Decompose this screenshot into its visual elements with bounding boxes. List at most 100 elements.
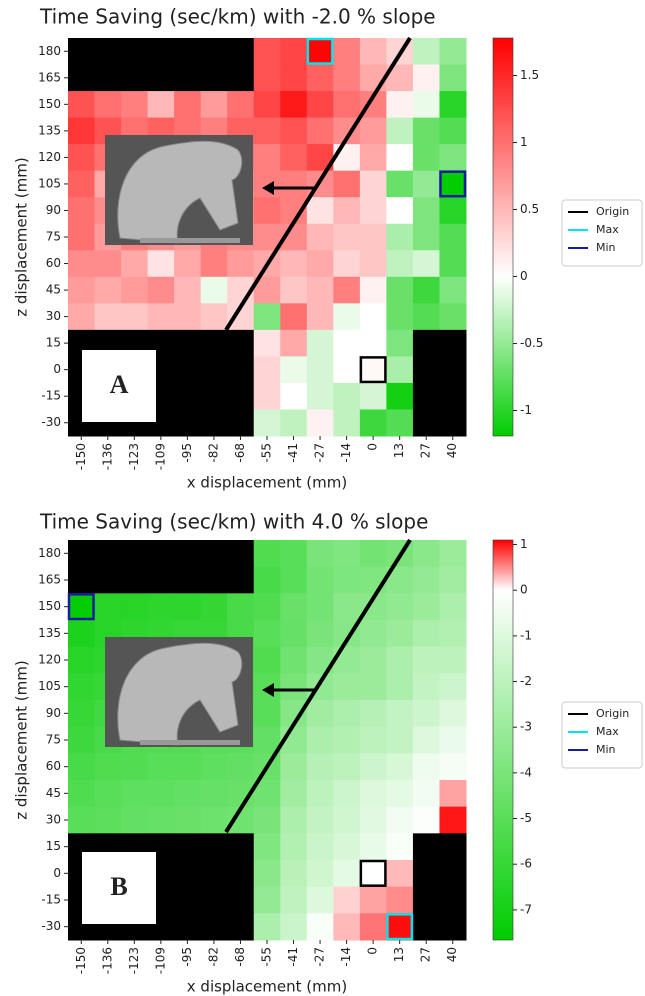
masked-cell xyxy=(439,886,467,914)
heat-cell xyxy=(306,409,334,437)
masked-cell xyxy=(174,64,202,92)
heat-cell xyxy=(439,646,467,674)
heat-cell xyxy=(280,170,308,198)
legend-label: Min xyxy=(596,743,616,756)
y-tick-label: 180 xyxy=(38,546,61,560)
heat-cell xyxy=(412,806,440,834)
heat-cell xyxy=(359,540,387,568)
masked-cell xyxy=(68,38,96,66)
x-tick-label: 27 xyxy=(419,947,433,962)
colorbar-tick-label: 0 xyxy=(520,269,528,283)
heat-cell xyxy=(174,806,202,834)
heat-cell xyxy=(121,250,149,278)
heat-cell xyxy=(439,726,467,754)
legend-label: Origin xyxy=(596,205,629,218)
heat-cell xyxy=(386,620,414,648)
heat-cell xyxy=(359,780,387,808)
masked-cell xyxy=(174,913,202,941)
heat-cell xyxy=(333,170,361,198)
heat-cell xyxy=(412,620,440,648)
y-tick-label: 105 xyxy=(38,679,61,693)
heat-cell xyxy=(439,780,467,808)
x-tick-label: -68 xyxy=(233,443,247,463)
x-tick-label: -150 xyxy=(74,947,88,974)
heat-cell xyxy=(359,329,387,357)
heat-cell xyxy=(200,91,228,119)
masked-cell xyxy=(439,329,467,357)
heat-cell xyxy=(280,886,308,914)
heat-cell xyxy=(333,382,361,410)
x-tick-label: -27 xyxy=(313,443,327,463)
heat-cell xyxy=(386,886,414,914)
y-tick-label: 180 xyxy=(38,44,61,58)
heat-cell xyxy=(253,170,281,198)
heat-cell xyxy=(306,726,334,754)
heat-cell xyxy=(359,250,387,278)
masked-cell xyxy=(94,38,122,66)
heat-cell xyxy=(253,673,281,701)
colorbar-tick-label: -1 xyxy=(520,403,532,417)
heat-cell xyxy=(253,806,281,834)
heat-cell xyxy=(359,38,387,66)
heat-cell xyxy=(68,753,96,781)
heat-cell xyxy=(359,197,387,225)
masked-cell xyxy=(121,38,149,66)
heat-cell xyxy=(439,593,467,621)
heat-cell xyxy=(253,646,281,674)
masked-cell xyxy=(200,886,228,914)
y-tick-label: 30 xyxy=(46,813,61,827)
masked-cell xyxy=(439,409,467,437)
masked-cell xyxy=(200,64,228,92)
heat-cell xyxy=(253,700,281,728)
heat-cell xyxy=(439,91,467,119)
heat-cell xyxy=(412,64,440,92)
heat-cell xyxy=(253,833,281,861)
heat-cell xyxy=(306,117,334,145)
heat-cell xyxy=(253,117,281,145)
masked-cell xyxy=(174,382,202,410)
y-tick-label: 0 xyxy=(53,362,61,376)
heat-cell xyxy=(121,303,149,331)
chart-title: Time Saving (sec/km) with -2.0 % slope xyxy=(39,5,436,29)
heat-cell xyxy=(359,860,387,888)
heat-cell xyxy=(412,117,440,145)
heat-cell xyxy=(359,673,387,701)
x-tick-label: -123 xyxy=(127,947,141,974)
heat-cell xyxy=(280,566,308,594)
masked-cell xyxy=(227,382,255,410)
y-tick-label: 135 xyxy=(38,626,61,640)
heat-cell xyxy=(333,223,361,251)
x-tick-label: 40 xyxy=(445,443,459,458)
heat-cell xyxy=(333,144,361,172)
heat-cell xyxy=(280,780,308,808)
heat-cell xyxy=(386,860,414,888)
heat-cell xyxy=(280,913,308,941)
x-tick-label: -41 xyxy=(286,443,300,463)
heat-cell xyxy=(121,91,149,119)
heat-cell xyxy=(306,356,334,384)
masked-cell xyxy=(227,913,255,941)
x-tick-label: 0 xyxy=(366,443,380,451)
x-tick-label: 13 xyxy=(392,947,406,962)
y-tick-label: 0 xyxy=(53,866,61,880)
masked-cell xyxy=(174,833,202,861)
highlight-box xyxy=(67,593,95,621)
heat-cell xyxy=(94,780,122,808)
x-tick-label: -136 xyxy=(100,947,114,974)
heat-cell xyxy=(439,170,467,198)
heat-cell xyxy=(280,91,308,119)
masked-cell xyxy=(200,913,228,941)
heat-cell xyxy=(280,833,308,861)
heat-cell xyxy=(280,144,308,172)
cyclist-figure xyxy=(117,642,243,746)
heat-cell xyxy=(386,780,414,808)
y-tick-label: 15 xyxy=(46,336,61,350)
masked-cell xyxy=(200,833,228,861)
masked-cell xyxy=(227,860,255,888)
heat-cell xyxy=(333,356,361,384)
masked-cell xyxy=(94,540,122,568)
cyclist-figure xyxy=(117,140,243,244)
heat-cell xyxy=(306,197,334,225)
heat-cell xyxy=(174,250,202,278)
heat-cell xyxy=(253,620,281,648)
